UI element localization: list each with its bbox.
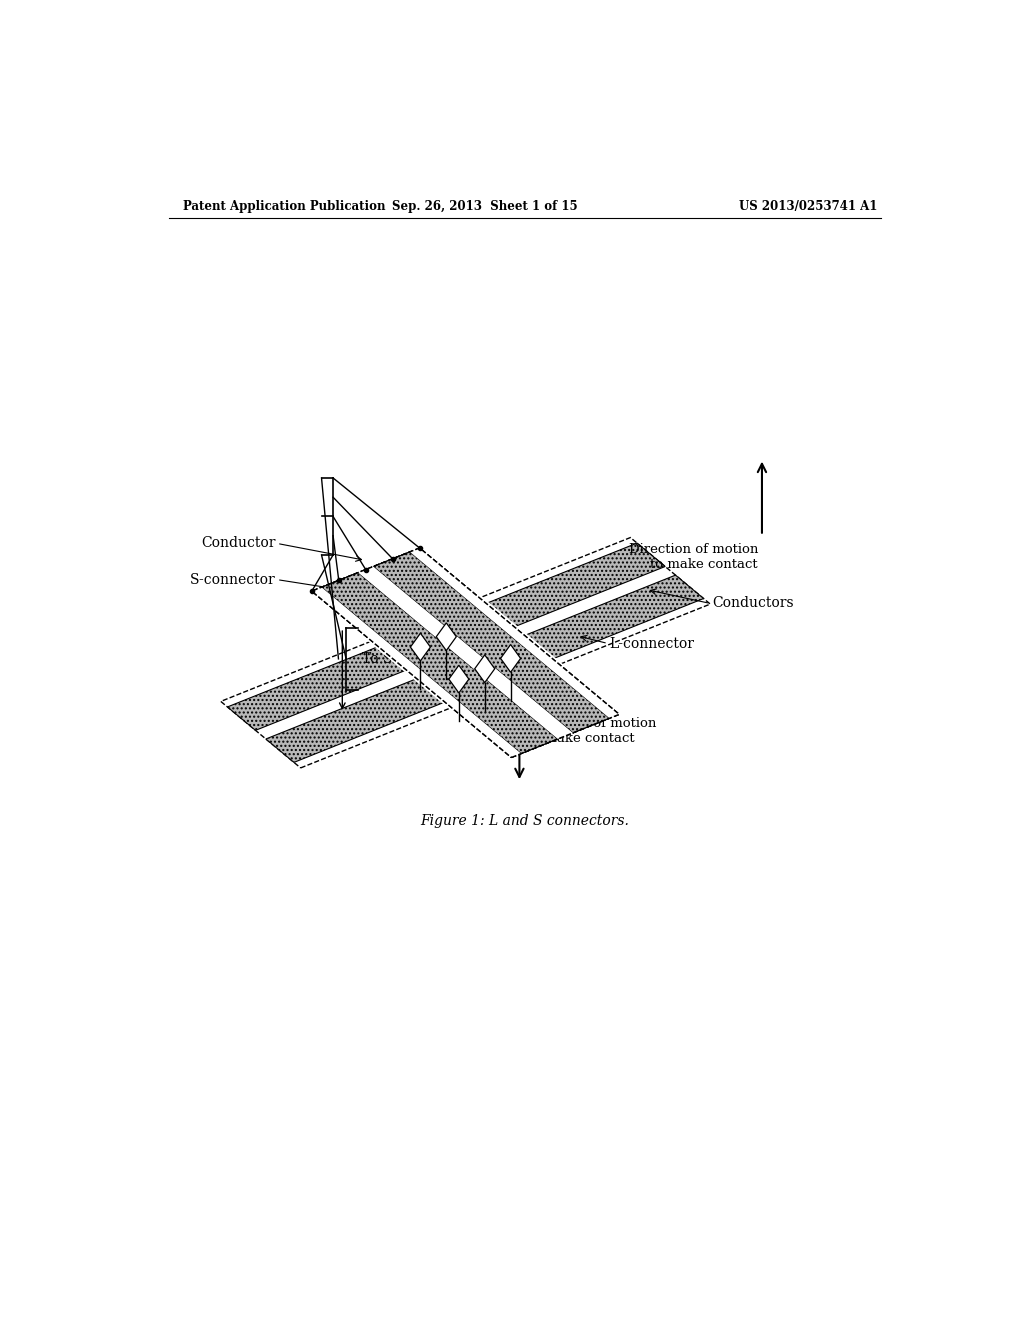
Polygon shape xyxy=(501,644,520,672)
Text: Direction of motion
to make contact: Direction of motion to make contact xyxy=(629,544,758,572)
Polygon shape xyxy=(449,665,469,693)
Polygon shape xyxy=(475,655,495,682)
Text: US 2013/0253741 A1: US 2013/0253741 A1 xyxy=(739,199,878,213)
Polygon shape xyxy=(368,595,564,710)
Polygon shape xyxy=(221,537,711,768)
Polygon shape xyxy=(374,552,609,733)
Text: L-connector: L-connector xyxy=(609,636,694,651)
Text: Conductors: Conductors xyxy=(712,597,794,610)
Polygon shape xyxy=(322,573,558,754)
Polygon shape xyxy=(266,576,703,763)
Polygon shape xyxy=(374,552,609,733)
Polygon shape xyxy=(312,587,521,758)
Text: S-connector: S-connector xyxy=(189,573,275,586)
Text: Patent Application Publication: Patent Application Publication xyxy=(183,199,385,213)
Polygon shape xyxy=(411,634,430,661)
Text: To Supply: To Supply xyxy=(361,652,431,665)
Polygon shape xyxy=(322,573,558,754)
Text: Sep. 26, 2013  Sheet 1 of 15: Sep. 26, 2013 Sheet 1 of 15 xyxy=(392,199,578,213)
Polygon shape xyxy=(227,543,666,730)
Polygon shape xyxy=(436,623,457,651)
Polygon shape xyxy=(410,548,620,718)
Polygon shape xyxy=(312,548,620,758)
Text: Figure 1: L and S connectors.: Figure 1: L and S connectors. xyxy=(421,813,629,828)
Text: Conductor: Conductor xyxy=(201,536,275,550)
Text: Direction of motion
to make contact: Direction of motion to make contact xyxy=(527,717,656,744)
Polygon shape xyxy=(358,566,572,739)
